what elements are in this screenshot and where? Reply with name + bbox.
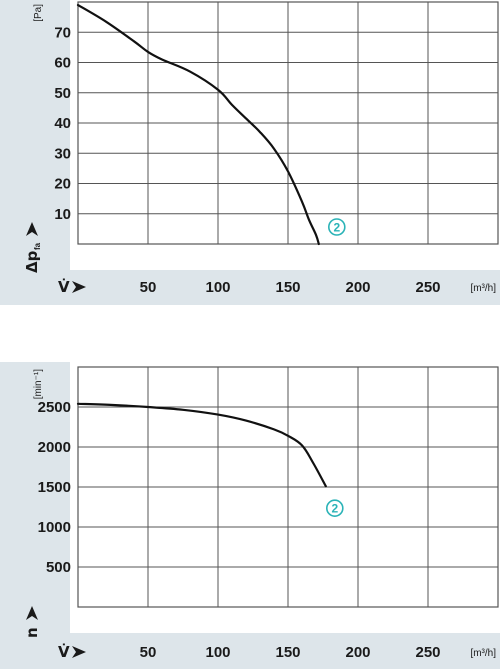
x-tick-label: 250 xyxy=(415,279,440,296)
y-tick-label: 20 xyxy=(54,176,71,193)
x-tick-label: 100 xyxy=(205,644,230,661)
pressure-x-axis-label: V̇ xyxy=(58,277,86,296)
pressure-x-ticks: 50 100 150 200 250 xyxy=(140,279,441,296)
speed-x-unit: [m³/h] xyxy=(470,648,496,659)
pressure-curve-line xyxy=(76,3,320,246)
pressure-x-unit: [m³/h] xyxy=(470,283,496,294)
speed-x-arrow-icon xyxy=(72,646,86,658)
speed-y-arrow-icon xyxy=(26,606,38,620)
speed-marker-label: 2 xyxy=(331,502,338,516)
y-tick-label: 1500 xyxy=(38,479,71,496)
pressure-y-unit: [Pa] xyxy=(33,4,44,22)
pressure-marker-label: 2 xyxy=(333,221,340,235)
speed-y-unit: [min⁻¹] xyxy=(33,369,44,400)
y-tick-label: 70 xyxy=(54,24,71,41)
y-tick-label: 60 xyxy=(54,55,71,72)
pressure-y-label-text: Δp xyxy=(23,250,41,273)
pressure-x-arrow-icon xyxy=(72,281,86,293)
x-tick-label: 100 xyxy=(205,279,230,296)
speed-curve-line xyxy=(76,402,327,488)
y-tick-label: 40 xyxy=(54,115,71,132)
speed-x-axis-label: V̇ xyxy=(58,642,86,661)
pressure-chart-panel xyxy=(0,0,500,305)
y-tick-label: 1000 xyxy=(38,519,71,536)
x-tick-label: 150 xyxy=(275,279,300,296)
x-tick-label: 250 xyxy=(415,644,440,661)
y-tick-label: 50 xyxy=(54,85,71,102)
speed-y-axis-label: n xyxy=(23,606,41,638)
y-tick-label: 500 xyxy=(46,559,71,576)
speed-y-ticks: 500 1000 1500 2000 2500 xyxy=(38,399,71,576)
x-tick-label: 200 xyxy=(345,279,370,296)
x-tick-label: 150 xyxy=(275,644,300,661)
y-tick-label: 30 xyxy=(54,145,71,162)
pressure-chart: 10 20 30 40 50 60 70 50 100 150 200 250 [Pa] [m³/h… xyxy=(0,0,500,305)
speed-y-label-text: n xyxy=(23,627,41,638)
speed-chart-panel xyxy=(0,362,500,669)
speed-x-label-text: V̇ xyxy=(58,642,70,661)
plot-frame xyxy=(77,366,499,608)
speed-chart: 500 1000 1500 2000 2500 50 100 150 200 250 [min⁻… xyxy=(0,362,500,669)
pressure-y-label-subscript: fa xyxy=(33,242,42,250)
pressure-x-label-text: V̇ xyxy=(58,277,70,296)
speed-marker-circle-icon xyxy=(325,499,344,518)
y-tick-label: 10 xyxy=(54,206,71,223)
pressure-y-ticks: 10 20 30 40 50 60 70 xyxy=(54,24,71,223)
pressure-y-arrow-icon xyxy=(26,222,38,236)
pressure-grid xyxy=(77,1,499,245)
plot-frame xyxy=(77,1,499,245)
speed-x-ticks: 50 100 150 200 250 xyxy=(140,644,441,661)
pressure-marker-circle-icon xyxy=(327,218,346,236)
x-tick-label: 200 xyxy=(345,644,370,661)
x-tick-label: 50 xyxy=(140,644,157,661)
pressure-curve-marker: 2 xyxy=(327,218,346,236)
y-tick-label: 2000 xyxy=(38,439,71,456)
y-tick-label: 2500 xyxy=(38,399,71,416)
pressure-y-axis-label: Δp fa xyxy=(23,222,42,273)
x-tick-label: 50 xyxy=(140,279,157,296)
speed-curve-marker: 2 xyxy=(325,499,344,518)
